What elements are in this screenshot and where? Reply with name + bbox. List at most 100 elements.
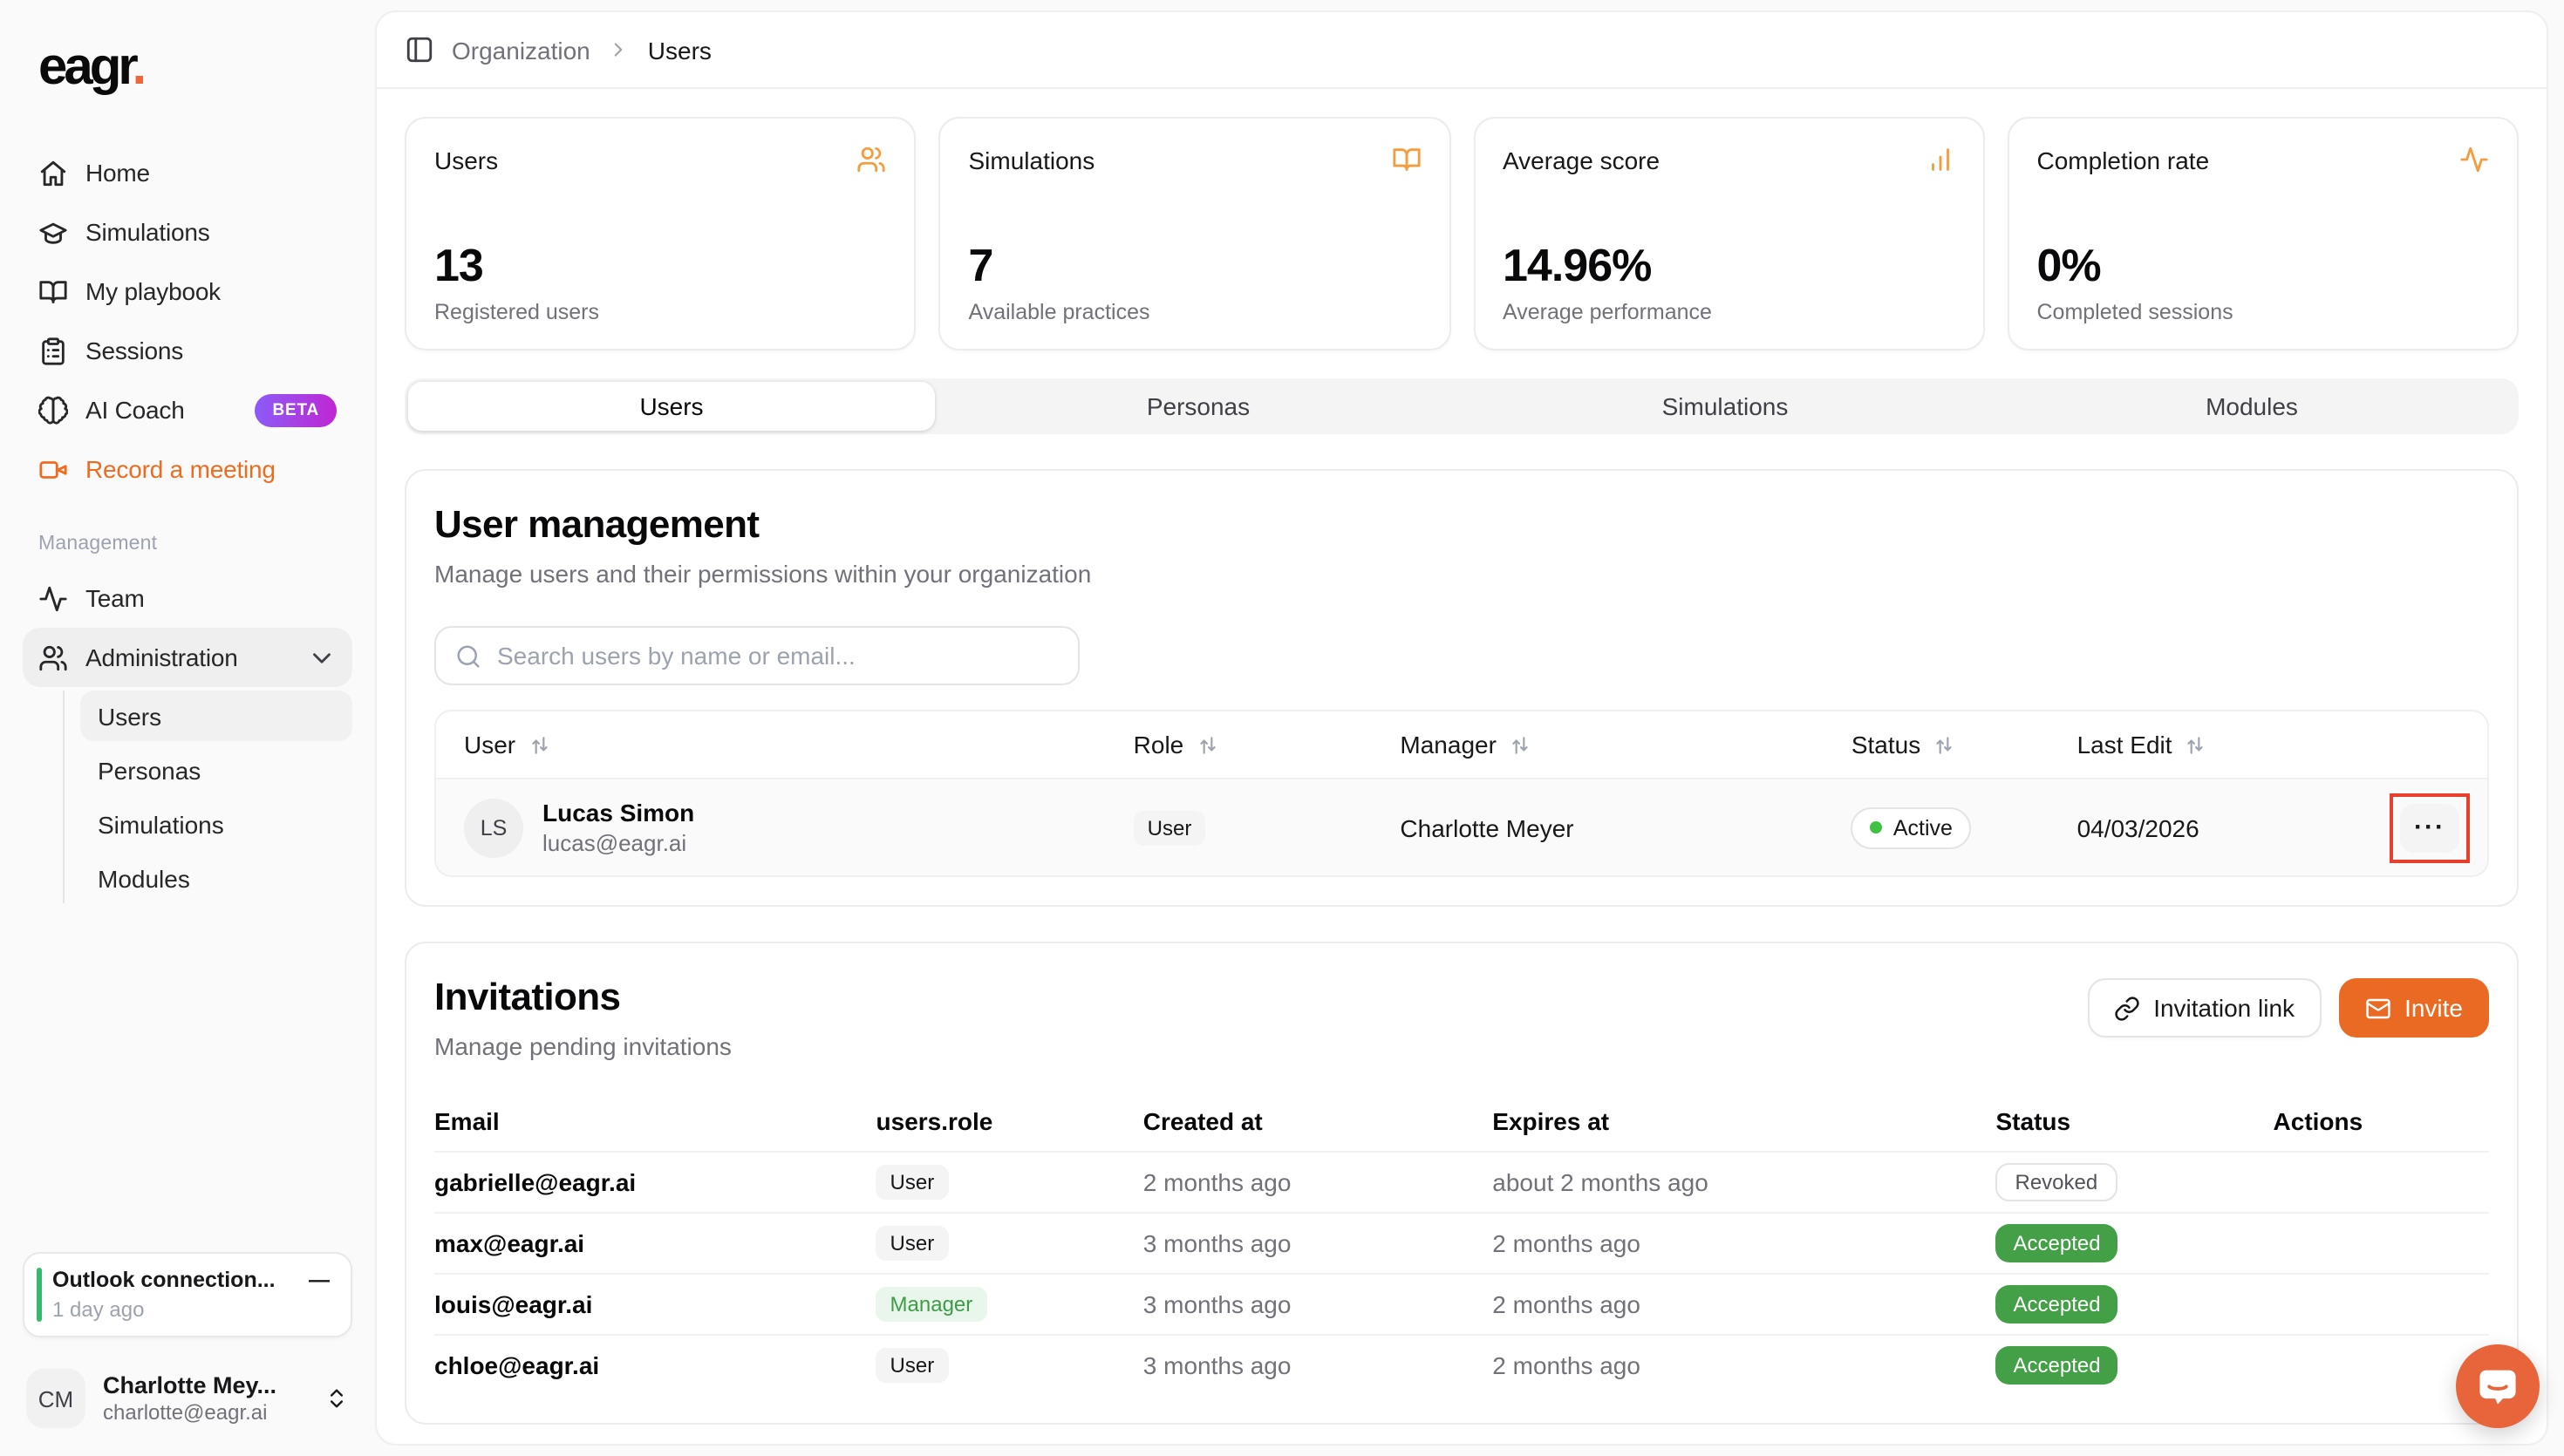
sort-icon: [2185, 733, 2207, 756]
sidebar-item-label: AI Coach: [85, 396, 185, 424]
subnav-item-label: Modules: [98, 864, 190, 892]
invitation-email: louis@eagr.ai: [434, 1290, 876, 1318]
tab-modules[interactable]: Modules: [1988, 382, 2515, 431]
invitation-email: chloe@eagr.ai: [434, 1351, 876, 1379]
sidebar-item-home[interactable]: Home: [23, 143, 352, 202]
stat-title: Average score: [1503, 146, 1660, 173]
subnav-item-label: Simulations: [98, 810, 224, 838]
column-header-last-edit[interactable]: Last Edit: [2077, 731, 2344, 759]
sidebar-item-label: Sessions: [85, 337, 183, 364]
invitation-role: User: [876, 1226, 1143, 1261]
bar-chart-icon: [1926, 145, 1955, 174]
stat-title: Completion rate: [2037, 146, 2210, 173]
users-table: User Role Manager Status Last Edit LS Lu…: [434, 710, 2489, 877]
column-header-user[interactable]: User: [436, 731, 1134, 759]
book-open-icon: [1391, 145, 1421, 174]
sidebar-item-label: Administration: [85, 643, 238, 671]
user-full-name: Lucas Simon: [542, 799, 694, 827]
column-header-role[interactable]: Role: [1134, 731, 1401, 759]
column-header-status: Status: [1996, 1107, 2274, 1135]
logo-dot: .: [132, 38, 143, 96]
table-row: chloe@eagr.ai User 3 months ago 2 months…: [434, 1334, 2489, 1395]
breadcrumb: Organization Users: [377, 12, 2547, 89]
sidebar-item-administration[interactable]: Administration: [23, 628, 352, 687]
subnav-item-modules[interactable]: Modules: [80, 853, 352, 903]
tab-simulations[interactable]: Simulations: [1462, 382, 1988, 431]
status-cell: Active: [1851, 806, 2077, 848]
stat-title: Simulations: [969, 146, 1095, 173]
column-header-email: Email: [434, 1107, 876, 1135]
notification-minimize-button[interactable]: —: [305, 1268, 333, 1292]
management-section-label: Management: [38, 534, 337, 555]
current-user-menu[interactable]: CM Charlotte Mey... charlotte@eagr.ai: [23, 1365, 352, 1432]
stat-card-average-score: Average score 14.96% Average performance: [1473, 117, 1985, 350]
user-cell: LS Lucas Simon lucas@eagr.ai: [436, 798, 1134, 857]
sidebar-item-team[interactable]: Team: [23, 568, 352, 628]
support-chat-button[interactable]: [2456, 1344, 2540, 1428]
link-icon: [2113, 995, 2139, 1021]
subnav-item-simulations[interactable]: Simulations: [80, 799, 352, 849]
subnav-item-users[interactable]: Users: [80, 691, 352, 741]
stat-card-simulations: Simulations 7 Available practices: [939, 117, 1451, 350]
sidebar-item-my-playbook[interactable]: My playbook: [23, 262, 352, 321]
eagr-logo[interactable]: eagr.: [38, 38, 337, 98]
column-header-status[interactable]: Status: [1851, 731, 2077, 759]
sidebar-item-label: Record a meeting: [85, 455, 276, 483]
mail-icon: [2364, 995, 2390, 1021]
sidebar-item-label: Simulations: [85, 218, 210, 246]
user-email: lucas@eagr.ai: [542, 830, 694, 856]
stat-card-completion-rate: Completion rate 0% Completed sessions: [2008, 117, 2520, 350]
chevron-down-icon: [307, 643, 337, 672]
page-title: User management: [434, 502, 2489, 548]
search-input[interactable]: [497, 642, 1059, 670]
sort-icon: [528, 733, 550, 756]
role-badge: User: [876, 1348, 949, 1383]
sidebar-item-sessions[interactable]: Sessions: [23, 321, 352, 380]
subnav-item-label: Users: [98, 702, 161, 730]
notification-title: Outlook connection...: [52, 1268, 276, 1292]
outlook-connection-notification[interactable]: Outlook connection... — 1 day ago: [23, 1252, 352, 1337]
subnav-item-personas[interactable]: Personas: [80, 745, 352, 795]
stat-subtitle: Registered users: [434, 300, 887, 324]
invitation-role: User: [876, 1165, 1143, 1200]
sidebar-item-record-a-meeting[interactable]: Record a meeting: [23, 439, 352, 499]
column-header-manager[interactable]: Manager: [1400, 731, 1851, 759]
sort-icon: [1509, 733, 1531, 756]
graduation-cap-icon: [38, 217, 68, 247]
stat-value: 13: [434, 239, 887, 293]
table-row: gabrielle@eagr.ai User 2 months ago abou…: [434, 1151, 2489, 1212]
invitation-status: Revoked: [1996, 1163, 2274, 1201]
row-actions-button[interactable]: ···: [2400, 803, 2459, 852]
page-content: Users 13 Registered users Simulations 7 …: [377, 89, 2547, 1444]
sidebar-bottom: Outlook connection... — 1 day ago CM Cha…: [23, 1252, 352, 1432]
chevrons-up-down-icon: [324, 1386, 349, 1411]
role-badge: User: [876, 1226, 949, 1261]
sidebar-toggle-icon[interactable]: [405, 35, 434, 65]
avatar: LS: [464, 798, 523, 857]
column-header-expires-at: Expires at: [1492, 1107, 1995, 1135]
invitation-link-button[interactable]: Invitation link: [2087, 978, 2321, 1038]
sidebar: eagr. Home Simulations My playbook Sessi…: [0, 0, 375, 1456]
sidebar-item-simulations[interactable]: Simulations: [23, 202, 352, 262]
stat-value: 0%: [2037, 239, 2490, 293]
main-panel: Organization Users Users 13 Registered u…: [375, 10, 2548, 1446]
avatar: CM: [26, 1369, 85, 1428]
logo-text: eagr: [38, 38, 132, 96]
invite-button[interactable]: Invite: [2338, 978, 2489, 1038]
home-icon: [38, 158, 68, 187]
activity-icon: [2459, 145, 2489, 174]
stat-card-users: Users 13 Registered users: [405, 117, 917, 350]
tab-personas[interactable]: Personas: [935, 382, 1462, 431]
column-header-actions: Actions: [2274, 1107, 2489, 1135]
breadcrumb-users: Users: [648, 36, 712, 64]
brain-icon: [38, 395, 68, 425]
beta-badge: BETA: [255, 393, 337, 426]
breadcrumb-organization[interactable]: Organization: [452, 36, 590, 64]
sidebar-item-ai-coach[interactable]: AI Coach BETA: [23, 380, 352, 439]
tab-users[interactable]: Users: [408, 382, 935, 431]
current-user-name: Charlotte Mey...: [103, 1372, 307, 1398]
invitation-created-at: 3 months ago: [1143, 1229, 1493, 1257]
table-row[interactable]: LS Lucas Simon lucas@eagr.ai User Charlo…: [436, 778, 2487, 875]
manager-cell: Charlotte Meyer: [1400, 813, 1851, 841]
clipboard-icon: [38, 336, 68, 365]
